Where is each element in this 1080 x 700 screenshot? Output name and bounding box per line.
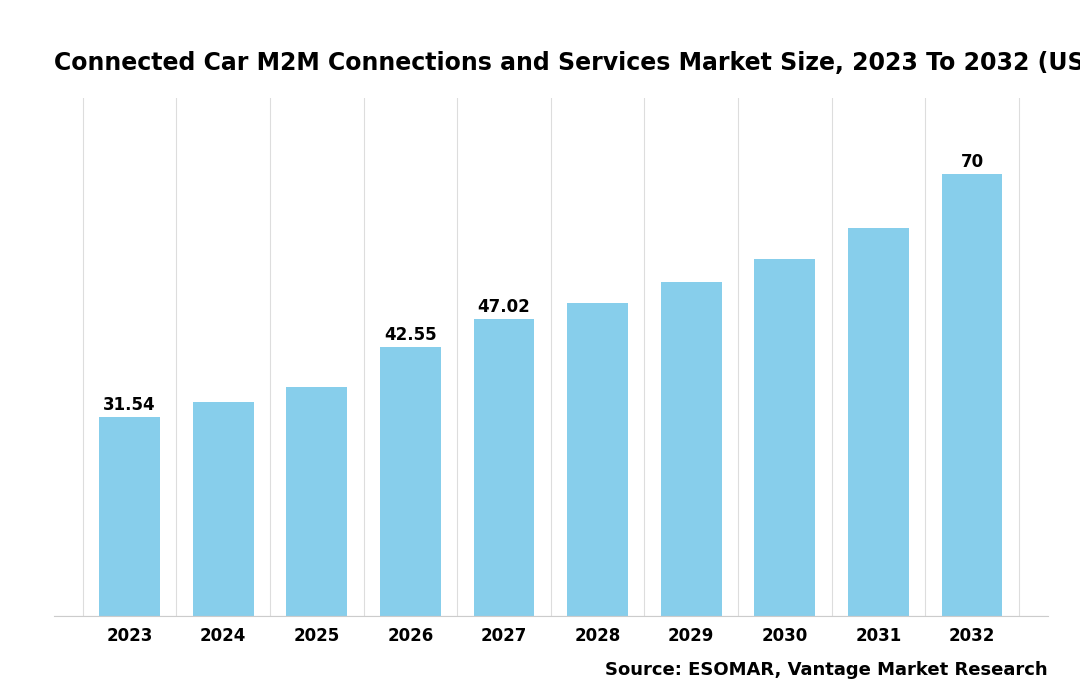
Bar (567, 303, 629, 616)
Text: 42.55: 42.55 (384, 326, 436, 344)
Text: 31.54: 31.54 (104, 395, 156, 414)
Text: Source: ESOMAR, Vantage Market Research: Source: ESOMAR, Vantage Market Research (605, 661, 1048, 679)
Bar (473, 319, 535, 616)
Text: 47.02: 47.02 (477, 298, 530, 316)
Bar (661, 283, 721, 616)
Bar (755, 259, 815, 616)
Bar (848, 228, 909, 616)
Bar (380, 347, 441, 616)
Text: Connected Car M2M Connections and Services Market Size, 2023 To 2032 (USD Billio: Connected Car M2M Connections and Servic… (54, 51, 1080, 75)
Bar (942, 174, 1002, 616)
Bar (192, 402, 254, 616)
Text: 70: 70 (960, 153, 984, 171)
Bar (99, 416, 160, 616)
Bar (286, 387, 347, 616)
